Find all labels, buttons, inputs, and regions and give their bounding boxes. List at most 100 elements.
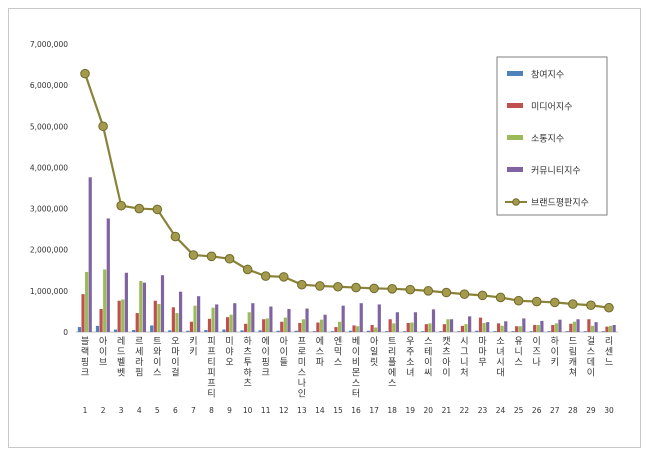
bar xyxy=(431,309,436,332)
bar xyxy=(81,294,85,332)
bar xyxy=(475,330,479,332)
rank-label: 4 xyxy=(137,406,142,415)
bar xyxy=(294,330,298,332)
bar xyxy=(504,321,508,332)
bar xyxy=(569,323,573,332)
rank-label: 27 xyxy=(550,406,560,415)
bar xyxy=(269,306,273,332)
bar xyxy=(424,324,428,332)
bar xyxy=(233,303,237,332)
rank-label: 30 xyxy=(604,406,614,415)
rank-label: 9 xyxy=(227,406,232,415)
bar xyxy=(193,305,197,332)
bar xyxy=(276,330,280,332)
bar xyxy=(439,331,443,332)
legend-label: 미디어지수 xyxy=(531,102,572,113)
line-point xyxy=(242,264,253,275)
y-tick-label: 0 xyxy=(63,328,68,337)
bar xyxy=(460,325,465,332)
rank-label: 2 xyxy=(101,406,106,415)
line-point xyxy=(604,302,614,313)
rank-label: 13 xyxy=(297,406,307,415)
line-point xyxy=(188,250,199,260)
bar xyxy=(449,319,454,332)
legend-swatch xyxy=(507,167,523,172)
bar xyxy=(478,317,483,332)
bar xyxy=(168,330,172,332)
bar xyxy=(594,322,598,332)
bar xyxy=(95,325,100,332)
line-point xyxy=(513,295,524,306)
bar xyxy=(106,218,110,332)
bar xyxy=(334,327,338,332)
bar xyxy=(442,324,446,332)
legend-label: 커뮤니티지수 xyxy=(531,166,581,177)
line-point xyxy=(278,272,289,282)
rank-label: 12 xyxy=(279,406,289,415)
rank-label: 25 xyxy=(514,406,524,415)
bar xyxy=(113,329,118,332)
rank-label: 11 xyxy=(261,406,271,415)
bar xyxy=(186,330,190,332)
bar xyxy=(536,325,540,332)
y-tick-label: 5,000,000 xyxy=(30,122,68,131)
bar xyxy=(493,331,497,332)
bar xyxy=(287,308,291,332)
rank-label: 18 xyxy=(387,406,397,415)
bar xyxy=(171,307,175,332)
bar xyxy=(421,331,425,332)
line-point xyxy=(423,286,434,296)
rank-label: 7 xyxy=(191,406,196,415)
bar xyxy=(500,325,504,332)
legend-marker xyxy=(512,198,520,206)
line-point xyxy=(568,299,578,309)
line-point xyxy=(134,203,145,214)
bar xyxy=(247,312,251,332)
bar xyxy=(323,314,327,332)
bar xyxy=(468,316,472,332)
bar xyxy=(384,331,389,332)
line-point xyxy=(387,284,397,294)
line-point xyxy=(224,253,235,264)
y-tick-label: 4,000,000 xyxy=(30,163,68,172)
rank-label: 15 xyxy=(333,406,343,415)
bar xyxy=(511,331,515,332)
bar xyxy=(150,325,154,332)
rank-label: 6 xyxy=(173,406,178,415)
bar xyxy=(135,313,139,332)
bar xyxy=(392,323,396,332)
bar xyxy=(522,318,526,332)
bar xyxy=(428,323,432,332)
bar xyxy=(240,330,244,332)
rank-label: 21 xyxy=(442,406,452,415)
bar xyxy=(413,312,418,332)
y-tick-label: 2,000,000 xyxy=(30,246,68,255)
bar xyxy=(356,326,360,332)
bar xyxy=(377,304,381,332)
line-point xyxy=(441,287,452,298)
bar xyxy=(301,319,306,332)
bar xyxy=(554,323,558,332)
bar xyxy=(225,317,230,332)
rank-label: 1 xyxy=(83,406,88,415)
bar xyxy=(572,321,577,332)
y-tick-label: 6,000,000 xyxy=(30,81,68,90)
bar xyxy=(153,300,157,332)
bar xyxy=(366,330,371,332)
rank-label: 5 xyxy=(155,406,160,415)
